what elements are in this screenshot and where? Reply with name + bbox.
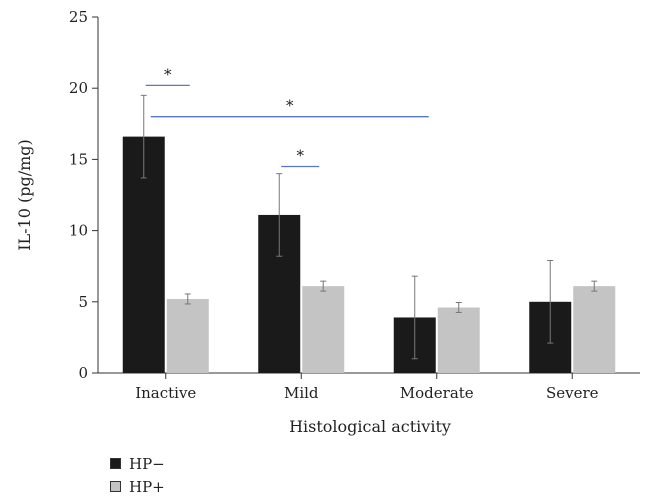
bar-hp-pos-moderate [437,307,480,373]
x-axis-title: Histological activity [289,417,451,436]
bar-hp-pos-inactive [166,298,209,373]
legend-label-hp-pos: HP+ [129,477,165,496]
y-tick-label: 0 [78,364,88,382]
y-tick-label: 20 [69,79,88,97]
y-tick-label: 15 [69,150,88,168]
legend: HP− HP+ [110,452,165,498]
x-tick-label: Mild [284,384,319,402]
error-bars [140,94,598,360]
bar-hp-pos-mild [302,286,345,373]
significance-star: * [164,65,172,83]
y-tick-label: 25 [69,8,88,26]
legend-swatch-hp-pos [110,481,121,492]
axes: 0 5 10 15 20 25 Inactive Mild Moderate Severe [69,8,640,402]
x-tick-label: Severe [546,384,599,402]
y-axis-title: IL-10 (pg/mg) [15,139,34,251]
significance-star: * [286,97,294,115]
bars [122,136,616,373]
y-tick-label: 10 [69,222,88,240]
significance-markers: * * * [145,65,429,168]
legend-swatch-hp-neg [110,458,121,469]
bar-hp-pos-severe [573,286,616,373]
x-tick-label: Moderate [400,384,474,402]
legend-item-hp-pos: HP+ [110,475,165,498]
x-tick-label: Inactive [135,384,196,402]
legend-label-hp-neg: HP− [129,454,165,473]
y-tick-label: 5 [78,293,88,311]
significance-star: * [297,147,305,165]
legend-item-hp-neg: HP− [110,452,165,475]
